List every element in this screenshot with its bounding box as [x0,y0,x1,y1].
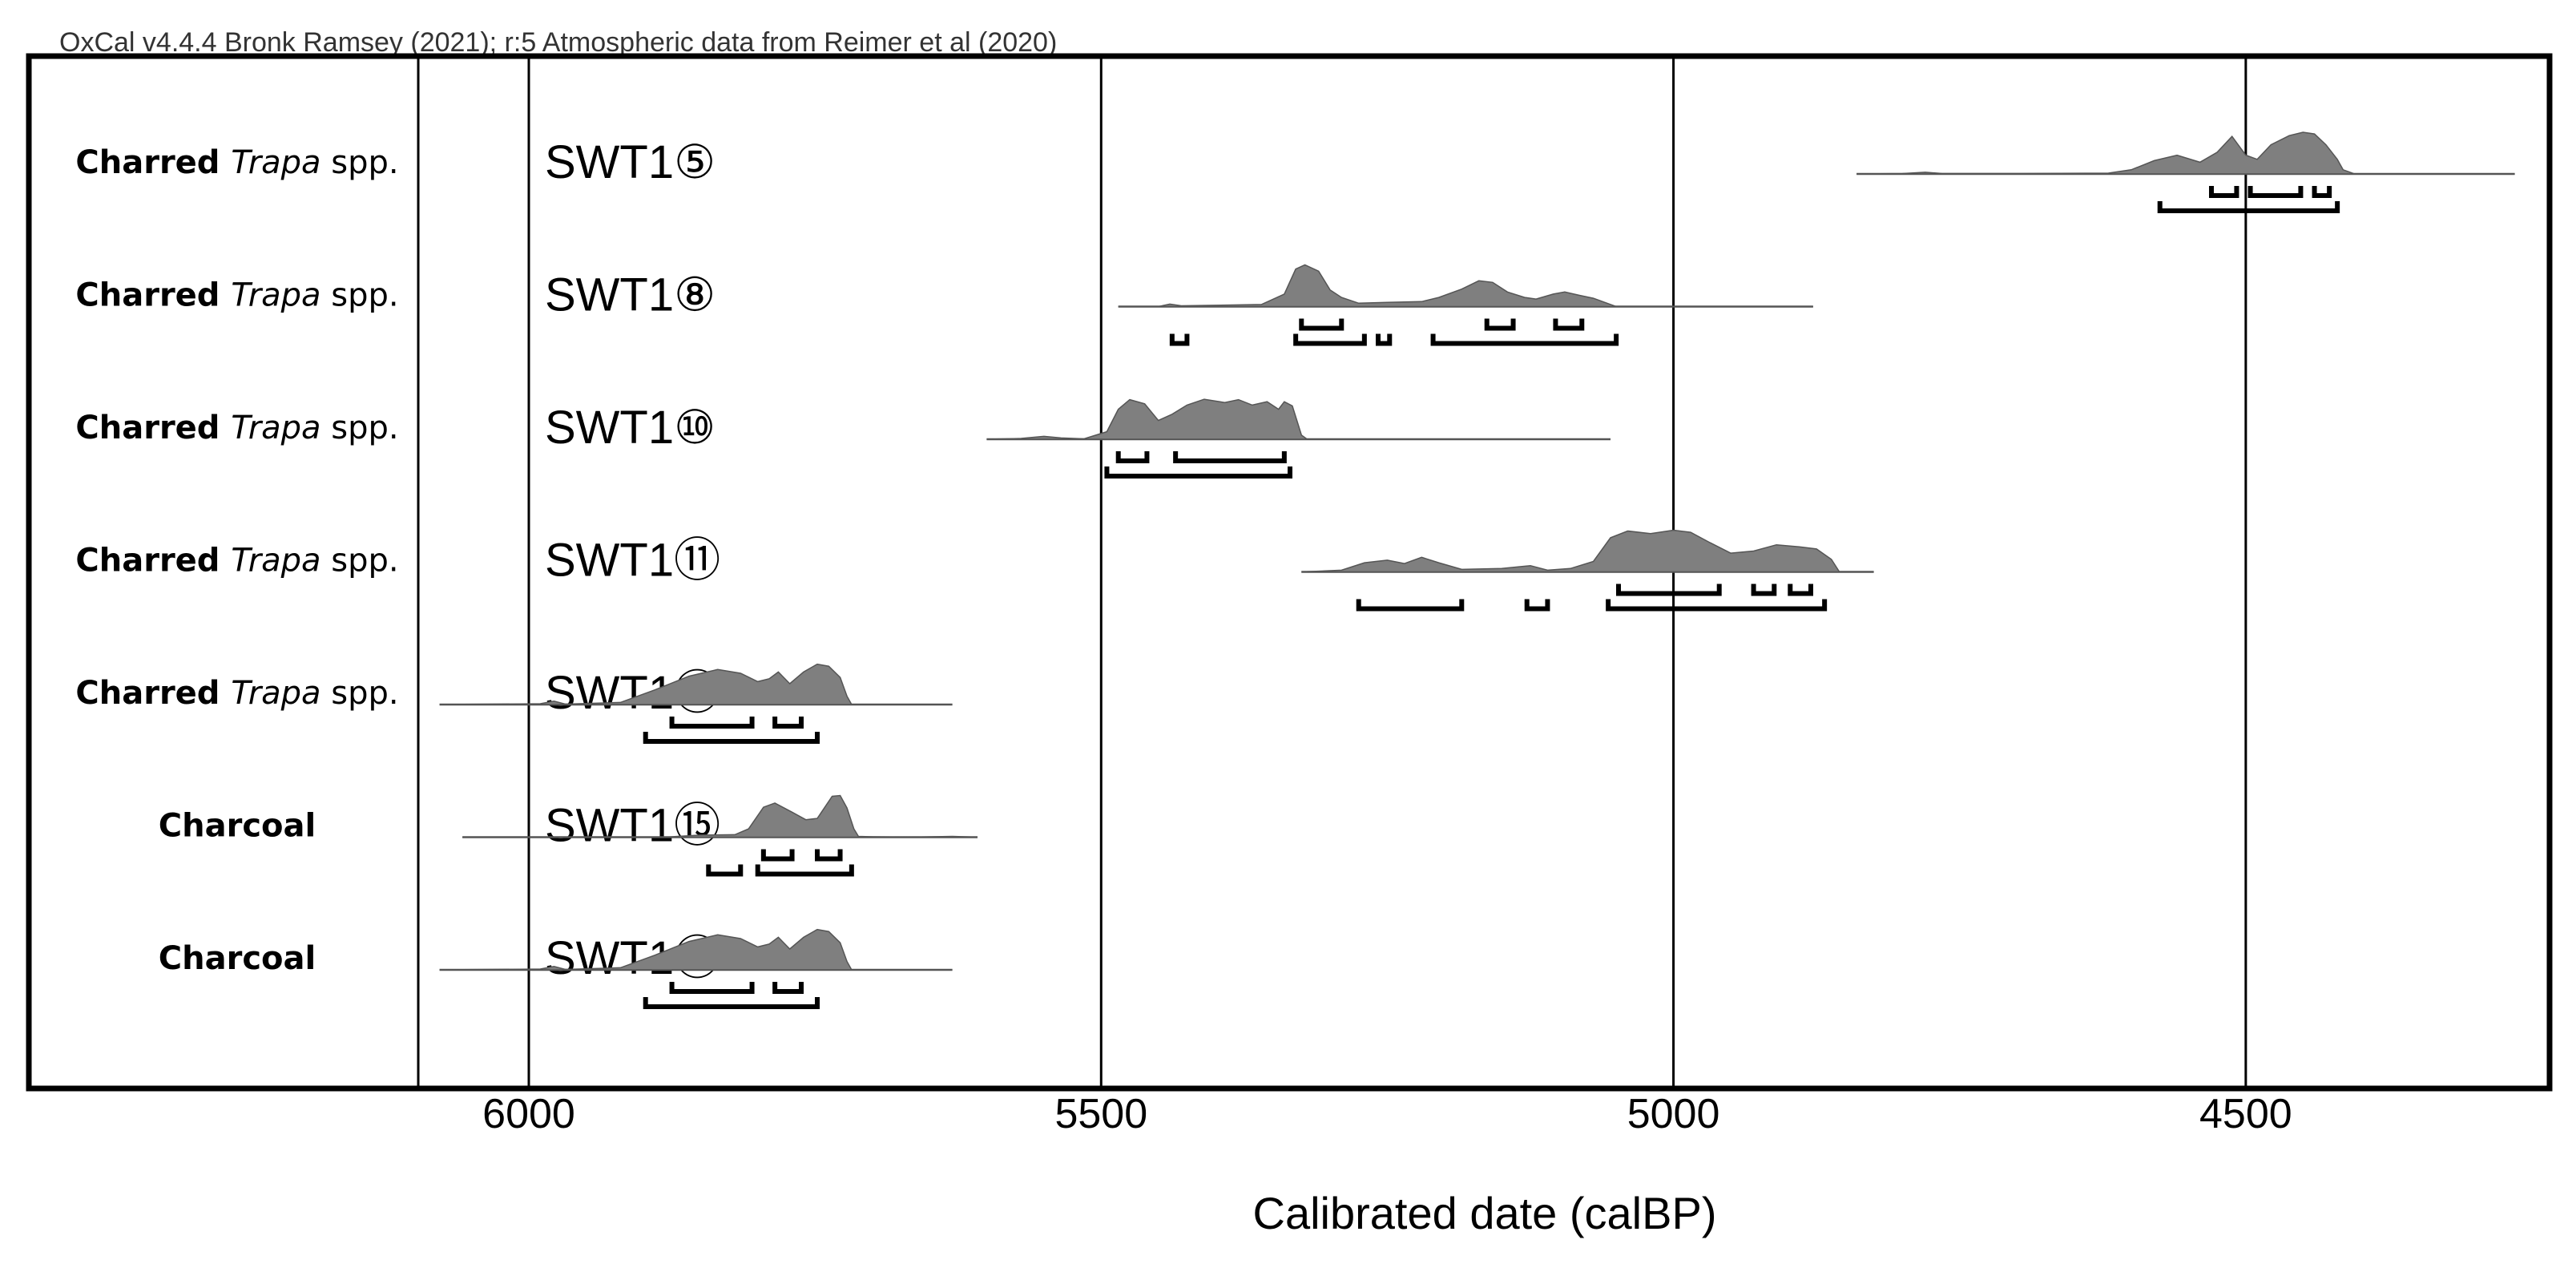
range-95-bracket [1104,466,1292,479]
material-label-post: spp. [331,410,398,446]
material-label-pre: Charred [75,277,231,314]
sample-row: Charred Trapa spp. SWT1⑤ [75,131,2515,213]
range-95-bracket [1293,333,1367,346]
material-label-post: Charcoal [159,940,316,977]
sample-label: SWT1⑮ [545,800,720,852]
plot-frame [26,53,2553,1092]
material-label: Charred Trapa spp. [75,144,398,181]
range-68-bracket [2312,186,2332,198]
material-label-pre: Charred [75,675,231,712]
range-68-bracket [772,717,804,729]
material-label-post: Charcoal [159,808,316,845]
range-68-bracket [1553,318,1585,331]
material-label: Charcoal [159,808,316,845]
range-68-bracket [1173,451,1287,463]
x-tick-label: 5500 [1054,1091,1147,1137]
material-label-genus: Trapa [231,675,331,712]
sample-label: SWT1⑪ [545,535,720,587]
range-68-bracket [2247,186,2304,198]
range-68-bracket [760,849,795,862]
probability-distribution [1118,264,1813,308]
sample-label: SWT1⑤ [545,136,716,188]
range-68-bracket [1616,584,1722,596]
range-68-bracket [772,982,804,994]
range-68-bracket [669,982,755,994]
range-95-bracket [1524,599,1550,612]
range-68-bracket [1299,318,1344,331]
material-label: Charred Trapa spp. [75,543,398,579]
material-label-post: spp. [331,277,398,314]
sample-row: Charred Trapa spp. SWT1⑭ [75,663,953,744]
probability-distribution [986,398,1611,440]
range-95-bracket [643,732,820,744]
probability-distribution [439,928,953,971]
probability-distribution [462,794,978,838]
range-68-bracket [1115,451,1150,463]
range-95-bracket [1376,333,1393,346]
x-tick-label: 4500 [2199,1091,2292,1137]
material-label-genus: Trapa [231,543,331,579]
range-68-bracket [1484,318,1516,331]
range-68-bracket [2209,186,2239,198]
material-label: Charred Trapa spp. [75,277,398,314]
x-tick-label: 5000 [1627,1091,1720,1137]
sample-row: Charcoal SWT1⑱ [159,928,953,1009]
range-95-bracket [643,997,820,1009]
sample-label: SWT1⑧ [545,269,716,321]
range-95-bracket [1606,599,1828,612]
x-axis-ticks: 6000 5500 5000 4500 [482,1091,2292,1137]
material-label-pre: Charred [75,410,231,446]
sample-row: Charred Trapa spp. SWT1⑩ [75,398,1611,479]
sample-row: Charcoal SWT1⑮ [159,794,978,877]
x-axis-title: Calibrated date (calBP) [1253,1188,1717,1238]
material-label-genus: Trapa [231,144,331,181]
material-label-pre: Charred [75,543,231,579]
sample-label: SWT1⑩ [545,402,716,454]
material-label-genus: Trapa [231,410,331,446]
oxcal-header: OxCal v4.4.4 Bronk Ramsey (2021); r:5 At… [59,27,1057,58]
material-label-post: spp. [331,675,398,712]
range-95-bracket [755,864,854,877]
range-95-bracket [2157,201,2340,213]
range-68-bracket [1788,584,1813,596]
material-label-pre: Charred [75,144,231,181]
material-label: Charcoal [159,940,316,977]
sample-row: Charred Trapa spp. SWT1⑧ [75,264,1813,346]
range-68-bracket [669,717,755,729]
range-95-bracket [1430,333,1619,346]
range-68-bracket [815,849,843,862]
probability-distribution [1301,529,1874,573]
material-label-genus: Trapa [231,277,331,314]
range-95-bracket [706,864,744,877]
material-label-post: spp. [331,543,398,579]
material-label: Charred Trapa spp. [75,410,398,446]
x-tick-label: 6000 [482,1091,575,1137]
probability-distribution [439,663,953,705]
range-95-bracket [1356,599,1465,612]
probability-distribution [1856,131,2515,175]
gridlines [527,56,2247,1088]
material-label: Charred Trapa spp. [75,675,398,712]
range-95-bracket [1169,333,1190,346]
range-68-bracket [1751,584,1777,596]
sample-row: Charred Trapa spp. SWT1⑪ [75,529,1874,612]
material-label-post: spp. [331,144,398,181]
